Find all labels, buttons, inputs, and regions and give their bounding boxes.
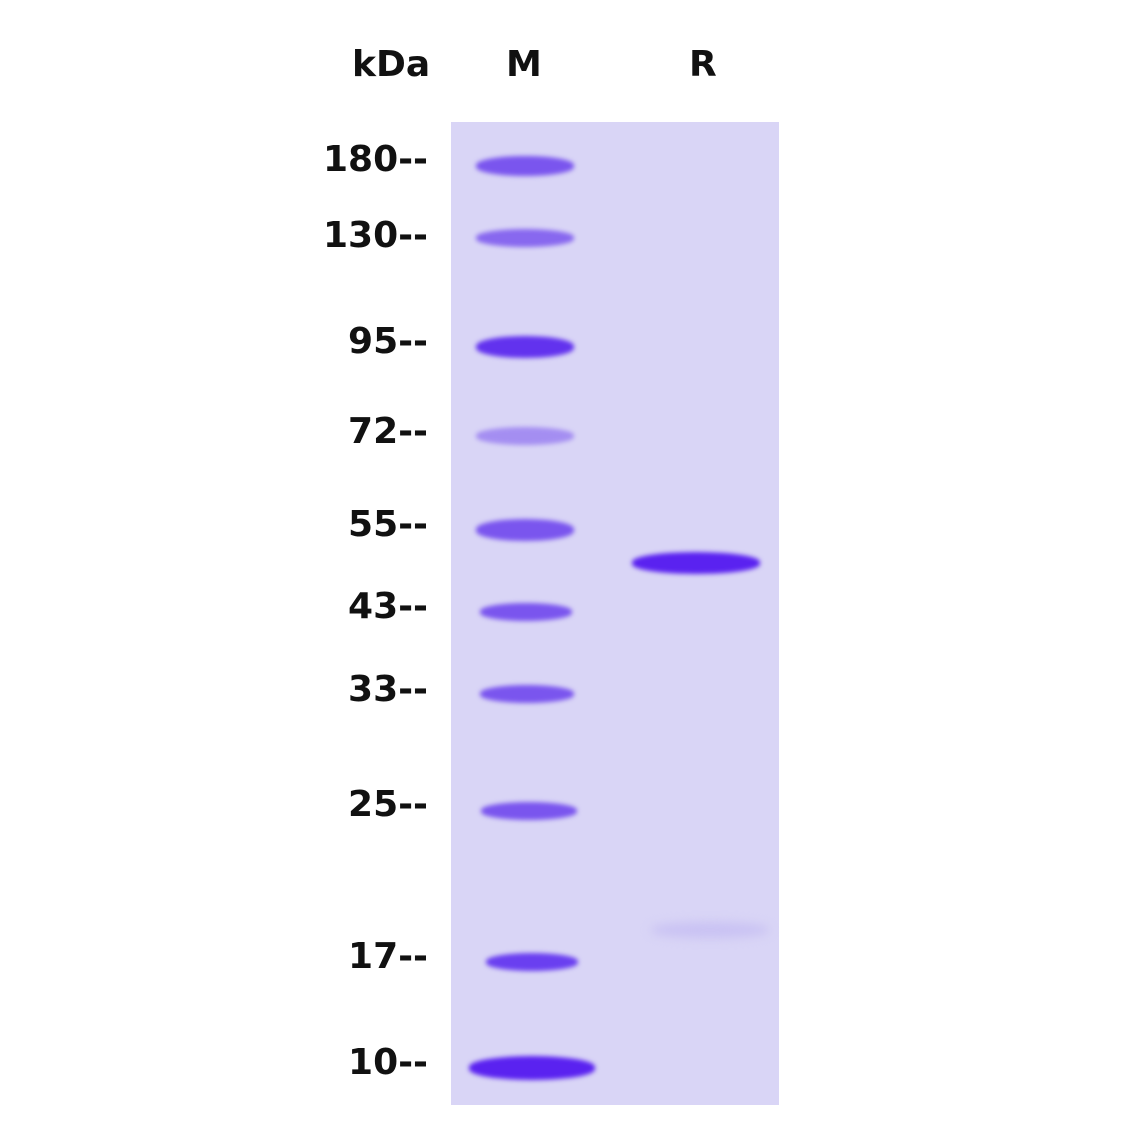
marker-label: 95-- [348,321,428,362]
marker-label: 25-- [348,784,428,825]
lane-label-marker: M [506,44,542,85]
marker-band [486,953,578,971]
marker-label: 130-- [322,215,428,256]
marker-band [480,603,572,621]
marker-band [476,427,574,445]
marker-band [480,685,574,703]
marker-band [476,156,574,176]
marker-label: 10-- [348,1042,428,1083]
unit-label: kDa [352,44,431,85]
marker-band [469,1056,595,1080]
marker-label: 17-- [348,936,428,977]
marker-band [476,229,574,247]
marker-label: 33-- [348,669,428,710]
marker-band [481,802,577,820]
marker-label: 55-- [348,504,428,545]
marker-label: 43-- [348,586,428,627]
marker-label: 72-- [348,411,428,452]
faint-band [651,922,769,938]
lane-label-sample: R [689,44,717,85]
gel [451,122,779,1105]
marker-band [476,519,574,541]
marker-band [476,336,574,358]
sample-band [632,552,760,574]
marker-label: 180-- [322,139,428,180]
